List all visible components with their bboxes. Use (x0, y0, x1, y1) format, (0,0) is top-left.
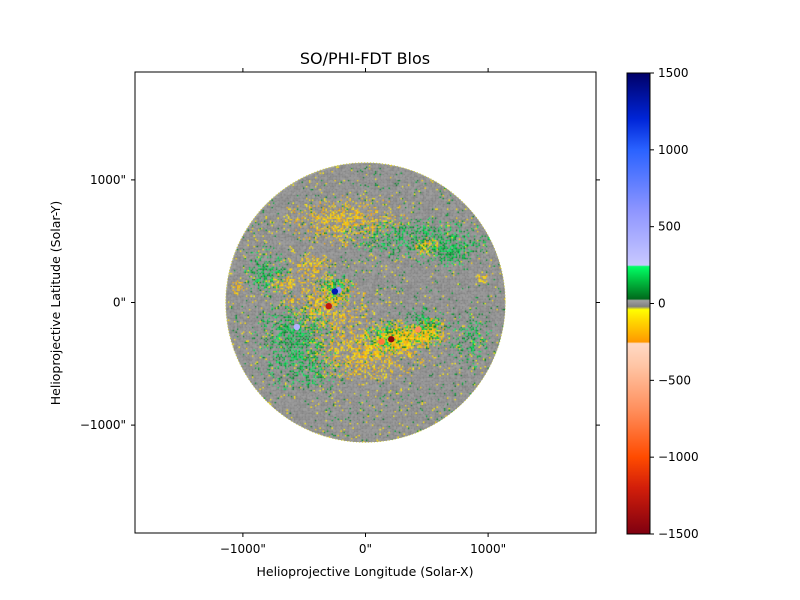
plot-area: −1000" 0" 1000" 1000" 0" −1000" (80, 68, 600, 556)
y-tick-label: −1000" (80, 418, 126, 432)
sunspot-mark (378, 338, 385, 345)
magnetogram-pixels (225, 162, 506, 443)
chart-title: SO/PHI-FDT Blos (300, 49, 430, 68)
y-axis-label: Helioprojective Latitude (Solar-Y) (48, 201, 63, 406)
y-axis-ticks: 1000" 0" −1000" (80, 173, 600, 432)
sunspot-mark (388, 336, 395, 343)
colorbar-tick-label: 0 (658, 297, 666, 311)
colorbar-tick-label: 1500 (658, 66, 689, 80)
colorbar-tick-label: −500 (658, 373, 691, 387)
x-tick-label: 1000" (470, 542, 506, 556)
colorbar: 1500 1000 500 0 −500 −1000 −1500 (626, 66, 699, 541)
colorbar-strip (627, 73, 650, 534)
y-tick-label: 1000" (90, 173, 126, 187)
colorbar-ticks: 1500 1000 500 0 −500 −1000 −1500 (650, 66, 699, 541)
x-axis-ticks: −1000" 0" 1000" (220, 68, 506, 556)
y-tick-label: 0" (113, 296, 126, 310)
colorbar-tick-label: −1500 (658, 527, 699, 541)
sunspot-mark (415, 326, 422, 333)
colorbar-tick-label: 1000 (658, 143, 689, 157)
sunspot-mark (325, 302, 332, 310)
colorbar-tick-label: 500 (658, 220, 681, 234)
sunspot-mark (331, 288, 339, 295)
colorbar-tick-label: −1000 (658, 450, 699, 464)
x-tick-label: 0" (359, 542, 372, 556)
x-axis-label: Helioprojective Longitude (Solar-X) (256, 564, 473, 579)
x-tick-label: −1000" (220, 542, 266, 556)
solar-disk (225, 162, 506, 443)
sunspot-mark (293, 323, 301, 331)
